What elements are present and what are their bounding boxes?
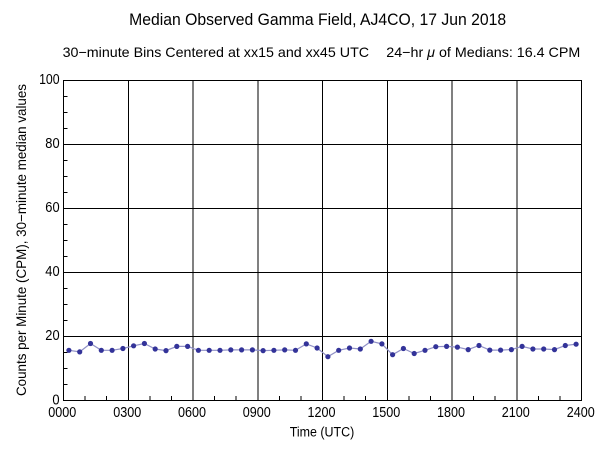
svg-text:60: 60 bbox=[45, 200, 59, 216]
svg-text:Median Observed Gamma Field, A: Median Observed Gamma Field, AJ4CO, 17 J… bbox=[129, 10, 506, 29]
svg-text:0600: 0600 bbox=[178, 405, 206, 421]
svg-text:0300: 0300 bbox=[113, 405, 141, 421]
svg-text:1500: 1500 bbox=[372, 405, 400, 421]
svg-text:30−minute Bins Centered at xx1: 30−minute Bins Centered at xx15 and xx45… bbox=[63, 44, 369, 60]
svg-text:Time (UTC): Time (UTC) bbox=[290, 424, 355, 439]
svg-text:2400: 2400 bbox=[567, 405, 595, 421]
svg-text:80: 80 bbox=[45, 136, 59, 152]
svg-text:24−hr μ of Medians: 16.4 CPM: 24−hr μ of Medians: 16.4 CPM bbox=[386, 44, 580, 60]
svg-text:1200: 1200 bbox=[308, 405, 336, 421]
svg-text:1800: 1800 bbox=[437, 405, 465, 421]
svg-text:40: 40 bbox=[45, 264, 59, 280]
svg-text:2100: 2100 bbox=[502, 405, 530, 421]
svg-text:0: 0 bbox=[52, 393, 59, 409]
svg-text:0000: 0000 bbox=[48, 405, 76, 421]
svg-text:100: 100 bbox=[39, 72, 60, 88]
svg-text:20: 20 bbox=[45, 328, 59, 344]
svg-text:0900: 0900 bbox=[243, 405, 271, 421]
svg-text:Counts per Minute (CPM), 30−mi: Counts per Minute (CPM), 30−minute media… bbox=[13, 84, 29, 396]
